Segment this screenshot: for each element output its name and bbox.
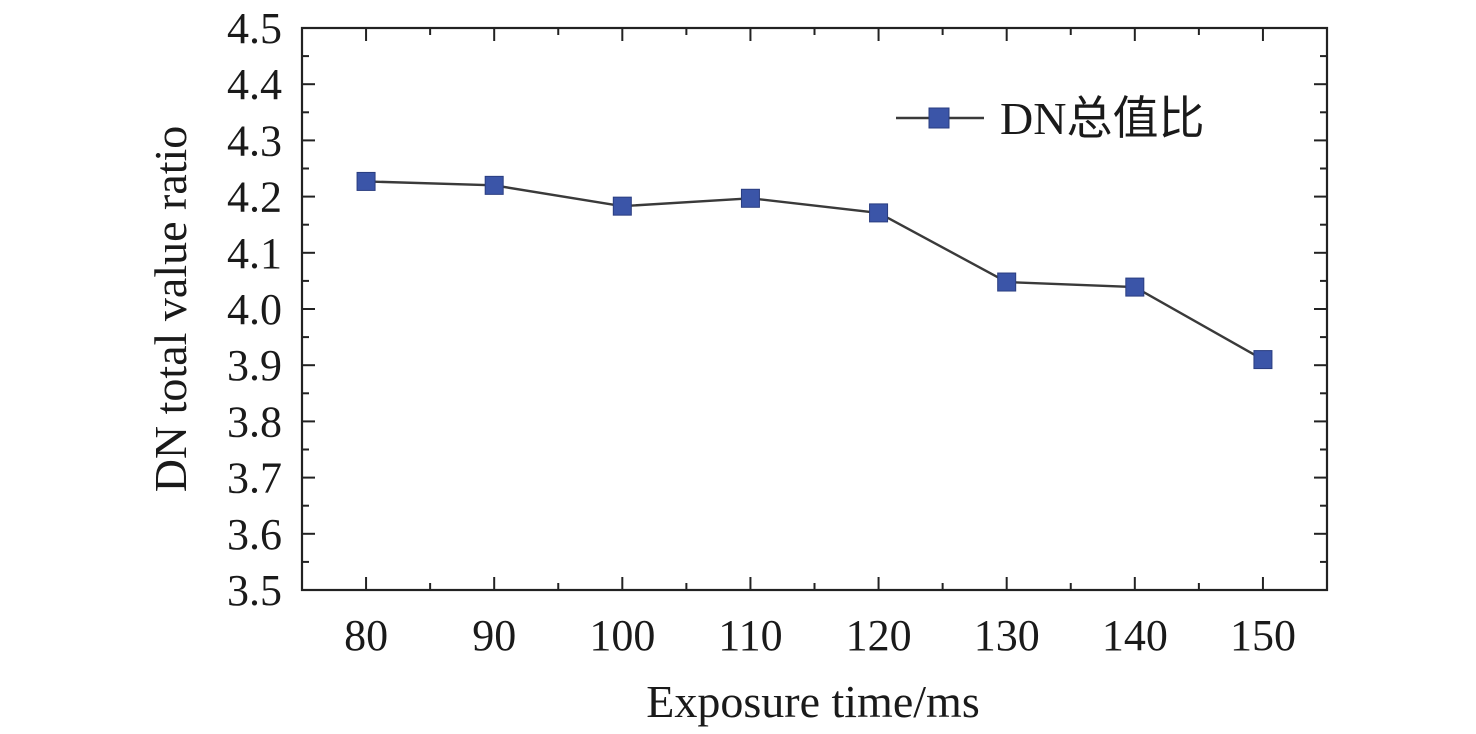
y-axis: 3.5 3.6 3.7 3.8 3.9 4.0 4.1 4.2 4.3 4.4 4.5 [227, 4, 1327, 615]
data-point [612, 196, 632, 216]
x-tick-label: 90 [472, 611, 516, 660]
data-point [1253, 350, 1273, 370]
x-tick-label: 80 [344, 611, 388, 660]
legend: DN总值比 [896, 93, 1204, 144]
y-tick-label: 3.7 [227, 454, 282, 503]
x-tick-label: 120 [846, 611, 912, 660]
y-tick-label: 3.8 [227, 397, 282, 446]
y-tick-label: 4.3 [227, 116, 282, 165]
y-tick-label: 3.5 [227, 566, 282, 615]
y-tick-label: 4.2 [227, 173, 282, 222]
data-point [997, 272, 1017, 292]
x-tick-label: 150 [1230, 611, 1296, 660]
x-tick-label: 100 [589, 611, 655, 660]
y-tick-label: 4.5 [227, 4, 282, 53]
y-tick-label: 4.0 [227, 285, 282, 334]
data-point [1125, 277, 1145, 297]
legend-marker [928, 107, 950, 129]
series-line [366, 180, 1264, 361]
x-axis: 80 90 100 110 120 130 140 150 [301, 28, 1328, 660]
y-tick-label: 3.6 [227, 510, 282, 559]
series-layer [356, 171, 1273, 370]
x-axis-title: Exposure time/ms [646, 676, 979, 727]
data-point [356, 171, 376, 191]
data-point [740, 188, 760, 208]
x-tick-label: 110 [718, 611, 782, 660]
y-tick-label: 4.4 [227, 60, 282, 109]
legend-label: DN总值比 [1000, 93, 1204, 144]
x-tick-label: 140 [1102, 611, 1168, 660]
data-point [869, 203, 889, 223]
y-axis-title: DN total value ratio [145, 126, 196, 493]
y-tick-label: 3.9 [227, 341, 282, 390]
y-tick-label: 4.1 [227, 229, 282, 278]
data-point [484, 175, 504, 195]
x-tick-label: 130 [974, 611, 1040, 660]
